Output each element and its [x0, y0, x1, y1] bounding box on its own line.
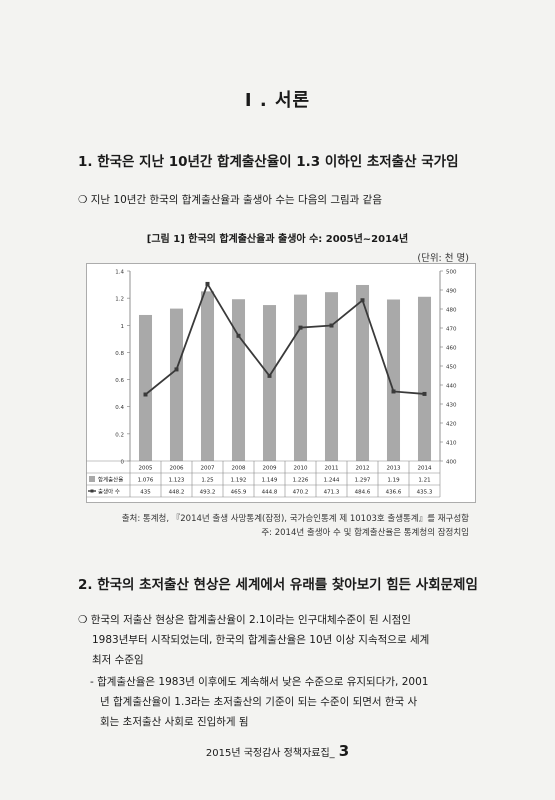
left-tick-label: 1	[121, 324, 125, 330]
line-point	[391, 389, 396, 394]
figure-unit: (단위: 천 명)	[417, 253, 469, 264]
page-footer: 2015년 국정감사 정책자료집_ 3	[0, 742, 555, 760]
line-point	[422, 391, 427, 396]
left-tick-label: 0.2	[115, 432, 124, 438]
line-data-label: 484.6	[355, 490, 371, 496]
bar	[417, 296, 432, 461]
left-tick-label: 0.8	[115, 351, 124, 357]
bar-data-label: 1.25	[201, 478, 214, 484]
bar-legend-swatch	[89, 476, 95, 482]
right-tick-label: 420	[446, 422, 457, 428]
line-data-label: 435	[140, 490, 151, 496]
category-label: 2008	[232, 466, 246, 472]
bar	[231, 299, 246, 461]
left-tick-label: 0.6	[115, 378, 124, 384]
bullet-line-1: 한국의 저출산 현상은 합계출산율이 2.1이라는 인구대체수준이 된 시점인	[90, 614, 411, 626]
section-1-bullet: ❍ 지난 10년간 한국의 합계출산율과 출생아 수는 다음의 그림과 같음	[78, 192, 382, 207]
bar-data-label: 1.244	[324, 478, 340, 484]
bar-data-label: 1.076	[138, 478, 154, 484]
line-point	[143, 392, 148, 397]
line-point	[205, 281, 210, 286]
left-tick-label: 0.4	[115, 405, 124, 411]
category-label: 2013	[387, 466, 401, 472]
right-tick-label: 470	[446, 327, 457, 333]
section-1-heading: 1. 한국은 지난 10년간 합계출산율이 1.3 이하인 초저출산 국가임	[78, 154, 459, 170]
bar-legend-label: 합계출산율	[98, 476, 123, 484]
line-data-label: 436.6	[386, 490, 402, 496]
category-label: 2006	[170, 466, 184, 472]
right-tick-label: 400	[446, 460, 457, 466]
bar	[293, 294, 308, 461]
line-data-label: 444.8	[262, 490, 278, 496]
sub-line-1: - 합계출산율은 1983년 이후에도 계속해서 낮은 수준으로 유지되다가, …	[90, 676, 429, 688]
right-tick-label: 450	[446, 365, 457, 371]
birth-count-line	[144, 281, 425, 396]
bar	[169, 308, 184, 461]
line-point	[298, 325, 303, 330]
circle-bullet-icon: ❍	[78, 194, 88, 206]
line-point	[329, 323, 334, 328]
bar	[386, 299, 401, 461]
bullet-line-2: 1983년부터 시작되었는데, 한국의 합계출산율은 10년 이상 지속적으로 …	[92, 634, 430, 646]
line-legend-marker	[90, 489, 94, 493]
bar	[138, 314, 153, 461]
bar	[324, 292, 339, 461]
line-data-label: 448.2	[169, 490, 185, 496]
sub-line-3: 회는 초저출산 사회로 진입하게 됨	[100, 716, 249, 728]
right-tick-label: 490	[446, 289, 457, 295]
line-point	[360, 298, 365, 303]
line-data-label: 493.2	[200, 490, 216, 496]
line-point	[236, 333, 241, 338]
right-tick-label: 480	[446, 308, 457, 314]
category-label: 2007	[201, 466, 215, 472]
category-label: 2011	[325, 466, 339, 472]
section-2-heading: 2. 한국의 초저출산 현상은 세계에서 유래를 찾아보기 힘든 사회문제임	[78, 577, 478, 593]
section-2-bullet: ❍ 한국의 저출산 현상은 합계출산율이 2.1이라는 인구대체수준이 된 시점…	[78, 610, 429, 732]
category-label: 2009	[263, 466, 277, 472]
bullet-text: 지난 10년간 한국의 합계출산율과 출생아 수는 다음의 그림과 같음	[90, 194, 382, 206]
sub-line-2: 년 합계출산율이 1.3라는 초저출산의 기준이 되는 수준이 되면서 한국 사	[100, 696, 418, 708]
line-legend-label: 출생아 수	[98, 488, 120, 496]
bar-data-label: 1.297	[355, 478, 371, 484]
right-tick-label: 430	[446, 403, 457, 409]
figure-source: 출처: 통계청, 『2014년 출생 사망통계(잠정), 국가승인통계 제 10…	[121, 514, 469, 524]
bar	[262, 305, 277, 461]
category-label: 2012	[356, 466, 370, 472]
bar	[355, 284, 370, 461]
left-tick-label: 1.4	[115, 270, 124, 276]
category-label: 2014	[418, 466, 432, 472]
bar-data-label: 1.123	[169, 478, 185, 484]
bar-data-label: 1.21	[418, 478, 430, 484]
chapter-title: I . 서론	[244, 90, 311, 111]
line-data-label: 465.9	[231, 490, 247, 496]
bar-data-label: 1.226	[293, 478, 309, 484]
right-tick-label: 440	[446, 384, 457, 390]
page-number: 3	[338, 742, 350, 760]
birth-rate-chart: 0 0.2 0.4 0.6 0.8 1 1.2 1.4 400 410 420 430 440 450 46…	[86, 263, 476, 503]
figure-note: 주: 2014년 출생아 수 및 합계출산율은 통계청의 잠정치임	[261, 528, 469, 538]
line-data-label: 435.3	[417, 490, 433, 496]
line-point	[174, 367, 179, 372]
bar-data-label: 1.149	[262, 478, 278, 484]
left-tick-label: 1.2	[115, 297, 124, 303]
circle-bullet-icon: ❍	[78, 614, 88, 626]
footer-text: 2015년 국정감사 정책자료집_	[205, 748, 335, 759]
right-tick-label: 410	[446, 441, 457, 447]
figure-caption: [그림 1] 한국의 합계출산율과 출생아 수: 2005년~2014년	[146, 234, 409, 245]
bar-data-label: 1.192	[231, 478, 247, 484]
right-tick-label: 500	[446, 270, 457, 276]
category-label: 2005	[139, 466, 153, 472]
category-label: 2010	[294, 466, 308, 472]
bar-data-label: 1.19	[387, 478, 400, 484]
bullet-line-3: 최저 수준임	[92, 654, 144, 666]
line-point	[267, 373, 272, 378]
left-tick-label: 0	[121, 460, 125, 466]
line-data-label: 471.3	[324, 490, 340, 496]
right-tick-label: 460	[446, 346, 457, 352]
bar	[200, 291, 215, 461]
line-data-label: 470.2	[293, 490, 309, 496]
